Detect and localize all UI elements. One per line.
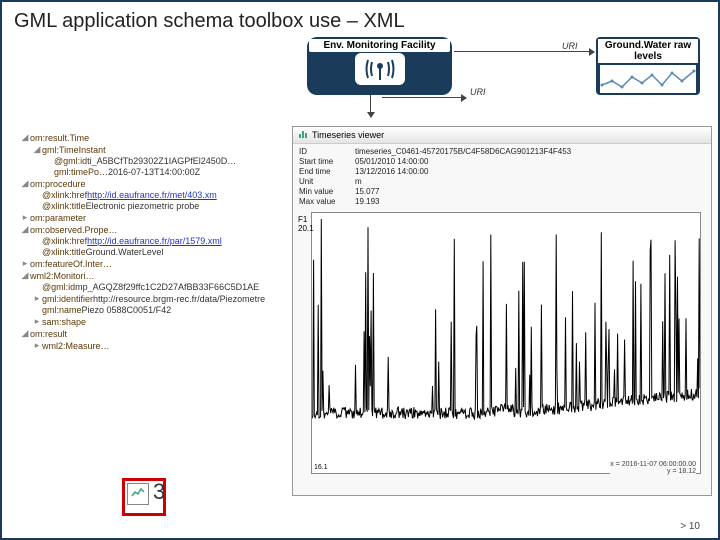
xml-link[interactable]: http://id.eaufrance.fr/met/403.xm [87, 190, 217, 200]
xml-value: ti_A5BCfTb29302Z1IAGPfEl2450D… [87, 156, 236, 166]
xml-key: gml:TimeInstant [42, 145, 106, 155]
meta-unit-val: m [355, 177, 362, 186]
timeseries-viewer-window[interactable]: Timeseries viewer IDtimeseries_C0461-457… [292, 126, 712, 496]
antenna-icon [355, 53, 405, 85]
xml-row: gml:name Piezo 0588C0051/F42 [10, 305, 290, 315]
xml-value: Piezo 0588C0051/F42 [82, 305, 172, 315]
meta-max-label: Max value [299, 197, 355, 206]
xml-key: om:observed.Prope… [30, 225, 118, 235]
xml-row: @gml:id ti_A5BCfTb29302Z1IAGPfEl2450D… [10, 156, 290, 166]
tree-twisty-icon[interactable]: ◢ [20, 178, 30, 189]
meta-end-label: End time [299, 167, 355, 176]
xml-key: @xlink:href [42, 190, 87, 200]
xml-key: sam:shape [42, 317, 86, 327]
uri-arrow-1 [454, 51, 594, 52]
xml-row: ▸om:parameter [10, 212, 290, 223]
xml-key: om:parameter [30, 213, 86, 223]
xml-value: 2016-07-13T14:00:00Z [108, 167, 200, 177]
xml-key: om:procedure [30, 179, 86, 189]
meta-end-val: 13/12/2016 14:00:00 [355, 167, 428, 176]
uri-arrow-2 [382, 97, 466, 98]
xml-row: ◢om:procedure [10, 178, 290, 189]
ts-xlabel: 16.1 [314, 464, 328, 471]
xml-key: @xlink:href [42, 236, 87, 246]
callout-3: 3 [122, 478, 166, 516]
uri-label-1: URI [562, 41, 578, 51]
xml-tree: ◢om:result.Time◢gml:TimeInstant@gml:id t… [10, 132, 290, 352]
xml-row: ◢om:result.Time [10, 132, 290, 143]
xml-row: @gml:id mp_AGQZ8f29ffc1C2D27AfBB33F66C5D… [10, 282, 290, 292]
xml-key: om:result [30, 329, 67, 339]
slide-title: GML application schema toolbox use – XML [2, 2, 718, 37]
xml-key: om:featureOf.Inter… [30, 259, 112, 269]
meta-min-val: 15.077 [355, 187, 379, 196]
tree-twisty-icon[interactable]: ▸ [32, 340, 42, 351]
page-number: > 10 [680, 521, 700, 532]
tree-twisty-icon[interactable]: ◢ [20, 270, 30, 281]
xml-link[interactable]: http://id.eaufrance.fr/par/1579.xml [87, 236, 222, 246]
ts-coord-readout: x = 2016-11-07 06:00:00.00 y = 18.12 [610, 461, 696, 475]
tree-twisty-icon[interactable]: ◢ [20, 328, 30, 339]
tree-twisty-icon[interactable]: ▸ [32, 316, 42, 327]
tree-twisty-icon[interactable]: ▸ [20, 258, 30, 269]
meta-start-val: 05/01/2010 14:00:00 [355, 157, 428, 166]
timeseries-plot[interactable]: F1 20.1 16.1 x = 2016-11-07 06:00:00.00 … [311, 212, 701, 474]
meta-id-label: ID [299, 147, 355, 156]
viewer-title: Timeseries viewer [312, 130, 384, 140]
meta-unit-label: Unit [299, 177, 355, 186]
xml-value: http://resource.brgm-rec.fr/data/Piezome… [93, 294, 265, 304]
xml-key: wml2:Measure… [42, 341, 110, 351]
xml-row: ◢om:observed.Prope… [10, 224, 290, 235]
viewer-meta: IDtimeseries_C0461-45720175B/C4F58D6CAG9… [293, 144, 711, 210]
xml-row: ◢gml:TimeInstant [10, 144, 290, 155]
meta-start-label: Start time [299, 157, 355, 166]
chart-thumb-icon [127, 483, 149, 505]
facility-label: Env. Monitoring Facility [309, 39, 450, 52]
xml-key: om:result.Time [30, 133, 89, 143]
xml-row: ▸om:featureOf.Inter… [10, 258, 290, 269]
tree-twisty-icon[interactable]: ◢ [32, 144, 42, 155]
gw-label: Ground.Water raw levels [598, 39, 698, 63]
ts-svg [312, 213, 700, 473]
callout-3-number: 3 [153, 479, 165, 505]
facility-box: Env. Monitoring Facility [307, 37, 452, 95]
xml-row: ▸wml2:Measure… [10, 340, 290, 351]
xml-row: @xlink:href http://id.eaufrance.fr/par/1… [10, 236, 290, 246]
top-diagram: Env. Monitoring Facility URI URI Ground.… [2, 37, 718, 119]
xml-key: @xlink:title [42, 201, 86, 211]
xml-row: ◢om:result [10, 328, 290, 339]
xml-row: gml:timePo… 2016-07-13T14:00:00Z [10, 167, 290, 177]
xml-key: gml:identifier [42, 294, 93, 304]
meta-max-val: 19.193 [355, 197, 379, 206]
meta-min-label: Min value [299, 187, 355, 196]
xml-key: wml2:Monitori… [30, 271, 95, 281]
xml-key: @gml:id [42, 282, 75, 292]
tree-twisty-icon[interactable]: ▸ [20, 212, 30, 223]
xml-key: @gml:id [54, 156, 87, 166]
xml-row: ▸sam:shape [10, 316, 290, 327]
xml-row: @xlink:href http://id.eaufrance.fr/met/4… [10, 190, 290, 200]
xml-key: gml:timePo… [54, 167, 108, 177]
xml-row: ▸gml:identifier http://resource.brgm-rec… [10, 293, 290, 304]
xml-key: gml:name [42, 305, 82, 315]
meta-id-val: timeseries_C0461-45720175B/C4F58D6CAG901… [355, 147, 571, 156]
viewer-titlebar: Timeseries viewer [293, 127, 711, 144]
uri-label-2: URI [470, 87, 486, 97]
xml-value: mp_AGQZ8f29ffc1C2D27AfBB33F66C5D1AE [75, 282, 259, 292]
xml-value: Ground.WaterLevel [86, 247, 164, 257]
arrow-down [370, 95, 371, 117]
xml-row: @xlink:title Ground.WaterLevel [10, 247, 290, 257]
tree-twisty-icon[interactable]: ◢ [20, 224, 30, 235]
gw-mini-chart [600, 65, 696, 93]
chart-icon [298, 129, 308, 141]
tree-twisty-icon[interactable]: ▸ [32, 293, 42, 304]
xml-value: Electronic piezometric probe [86, 201, 200, 211]
groundwater-box: Ground.Water raw levels [596, 37, 700, 95]
tree-twisty-icon[interactable]: ◢ [20, 132, 30, 143]
xml-row: @xlink:title Electronic piezometric prob… [10, 201, 290, 211]
xml-row: ◢wml2:Monitori… [10, 270, 290, 281]
ts-ylabel: F1 20.1 [298, 215, 314, 233]
xml-key: @xlink:title [42, 247, 86, 257]
